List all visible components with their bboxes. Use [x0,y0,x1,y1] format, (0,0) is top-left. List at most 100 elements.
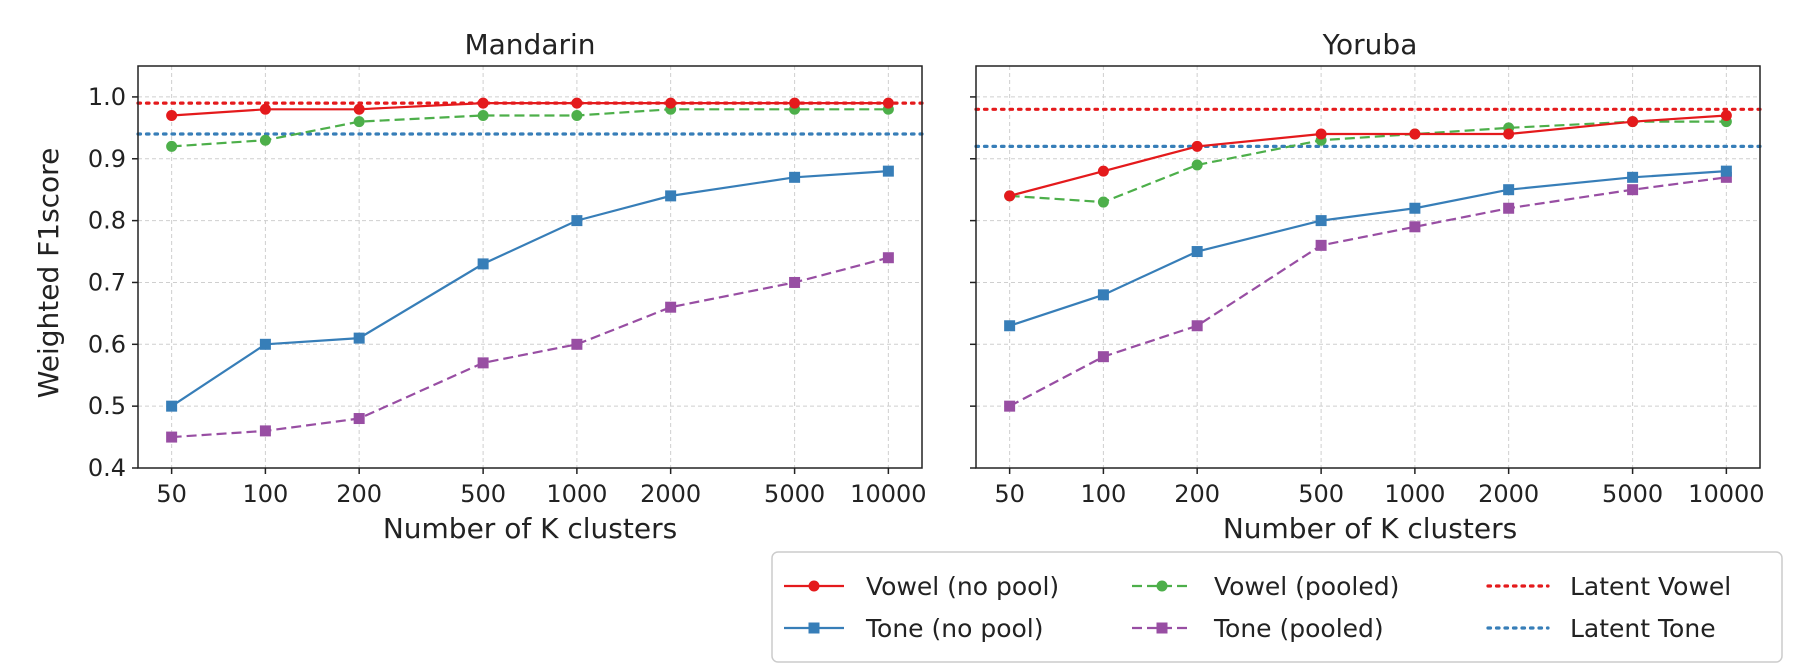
data-point [1627,116,1639,128]
x-tick-label: 500 [1298,480,1344,508]
mandarin-x-axis-label: Number of K clusters [383,512,677,545]
data-point [353,103,365,115]
series-line [171,102,889,117]
series-tone-pooled [1004,171,1732,412]
data-point [259,425,271,437]
legend-box [771,551,1783,663]
legend-marker [1156,622,1168,634]
data-point [353,116,365,128]
data-point [665,97,677,109]
x-tick-label: 50 [156,480,187,508]
data-point [353,332,365,344]
legend-label: Vowel (pooled) [1214,572,1399,601]
data-point [1503,184,1515,196]
series-line [171,108,889,148]
data-point [166,431,178,443]
legend-entry-latent-vowel: Latent Vowel [1486,572,1731,601]
data-point [1191,246,1203,258]
yoruba-x-axis-label: Number of K clusters [1223,512,1517,545]
series-line [171,170,889,408]
legend-label: Latent Vowel [1570,572,1731,601]
data-point [259,134,271,146]
data-point [882,97,894,109]
yoruba-axes-frame [975,65,1761,469]
legend-entry-latent-tone: Latent Tone [1486,614,1716,643]
x-tick-label: 5000 [1602,480,1663,508]
data-point [1720,109,1732,121]
legend-label: Tone (pooled) [1213,614,1384,643]
data-point [1004,190,1016,202]
x-tick-label: 5000 [764,480,825,508]
data-point [665,190,677,202]
data-point [166,140,178,152]
yoruba-grid [976,66,1760,469]
data-point [1191,159,1203,171]
data-point [1627,184,1639,196]
x-tick-label: 10000 [850,480,926,508]
y-tick-label: 0.4 [88,454,126,482]
legend-marker [808,580,820,592]
legend-label: Tone (no pool) [865,614,1044,643]
series-vowel-pooled [1004,116,1732,208]
data-point [1315,128,1327,140]
series-vowel-pooled [166,103,894,152]
data-point [1503,202,1515,214]
data-point [259,103,271,115]
legend-label: Vowel (no pool) [866,572,1059,601]
data-point [477,97,489,109]
data-point [477,357,489,369]
data-point [1191,140,1203,152]
data-point [1315,215,1327,227]
data-point [882,165,894,177]
x-tick-label: 50 [994,480,1025,508]
data-point [1720,171,1732,183]
data-point [353,413,365,425]
series-line [1009,170,1727,327]
x-tick-label: 10000 [1688,480,1764,508]
data-point [1097,351,1109,363]
x-tick-label: 2000 [1478,480,1539,508]
legend-entry-vowel-no-pool: Vowel (no pool) [784,572,1059,601]
x-tick-label: 2000 [640,480,701,508]
legend-entry-tone-pooled: Tone (pooled) [1132,614,1384,643]
data-point [477,258,489,270]
data-point [1720,165,1732,177]
legend-entry-vowel-pooled: Vowel (pooled) [1132,572,1399,601]
data-point [1097,196,1109,208]
data-point [1503,128,1515,140]
data-point [789,97,801,109]
legend-label: Latent Tone [1570,614,1716,643]
data-point [789,276,801,288]
data-point [571,215,583,227]
x-tick-label: 200 [336,480,382,508]
x-tick-label: 1000 [546,480,607,508]
series-tone-no-pool [1004,165,1732,332]
data-point [571,338,583,350]
series-vowel-no-pool [166,97,894,121]
mandarin-title: Mandarin [464,28,595,61]
legend-entry-tone-no-pool: Tone (no pool) [784,614,1044,643]
x-tick-label: 100 [242,480,288,508]
data-point [571,109,583,121]
series-line [1009,176,1727,408]
series-tone-no-pool [166,165,894,412]
mandarin-axes-frame [137,65,923,469]
y-axis-label: Weighted F1score [32,148,65,399]
y-tick-label: 0.8 [88,207,126,235]
data-point [1191,320,1203,332]
mandarin-grid [138,66,922,469]
series-line [1009,120,1727,204]
yoruba-title: Yoruba [1322,28,1418,61]
data-point [1409,202,1421,214]
series-line [1009,114,1727,197]
x-tick-label: 500 [460,480,506,508]
y-tick-label: 1.0 [88,83,126,111]
data-point [477,109,489,121]
data-point [789,171,801,183]
data-point [882,252,894,264]
data-point [1627,171,1639,183]
data-point [259,338,271,350]
data-point [1004,400,1016,412]
x-tick-label: 1000 [1384,480,1445,508]
y-tick-label: 0.7 [88,268,126,296]
